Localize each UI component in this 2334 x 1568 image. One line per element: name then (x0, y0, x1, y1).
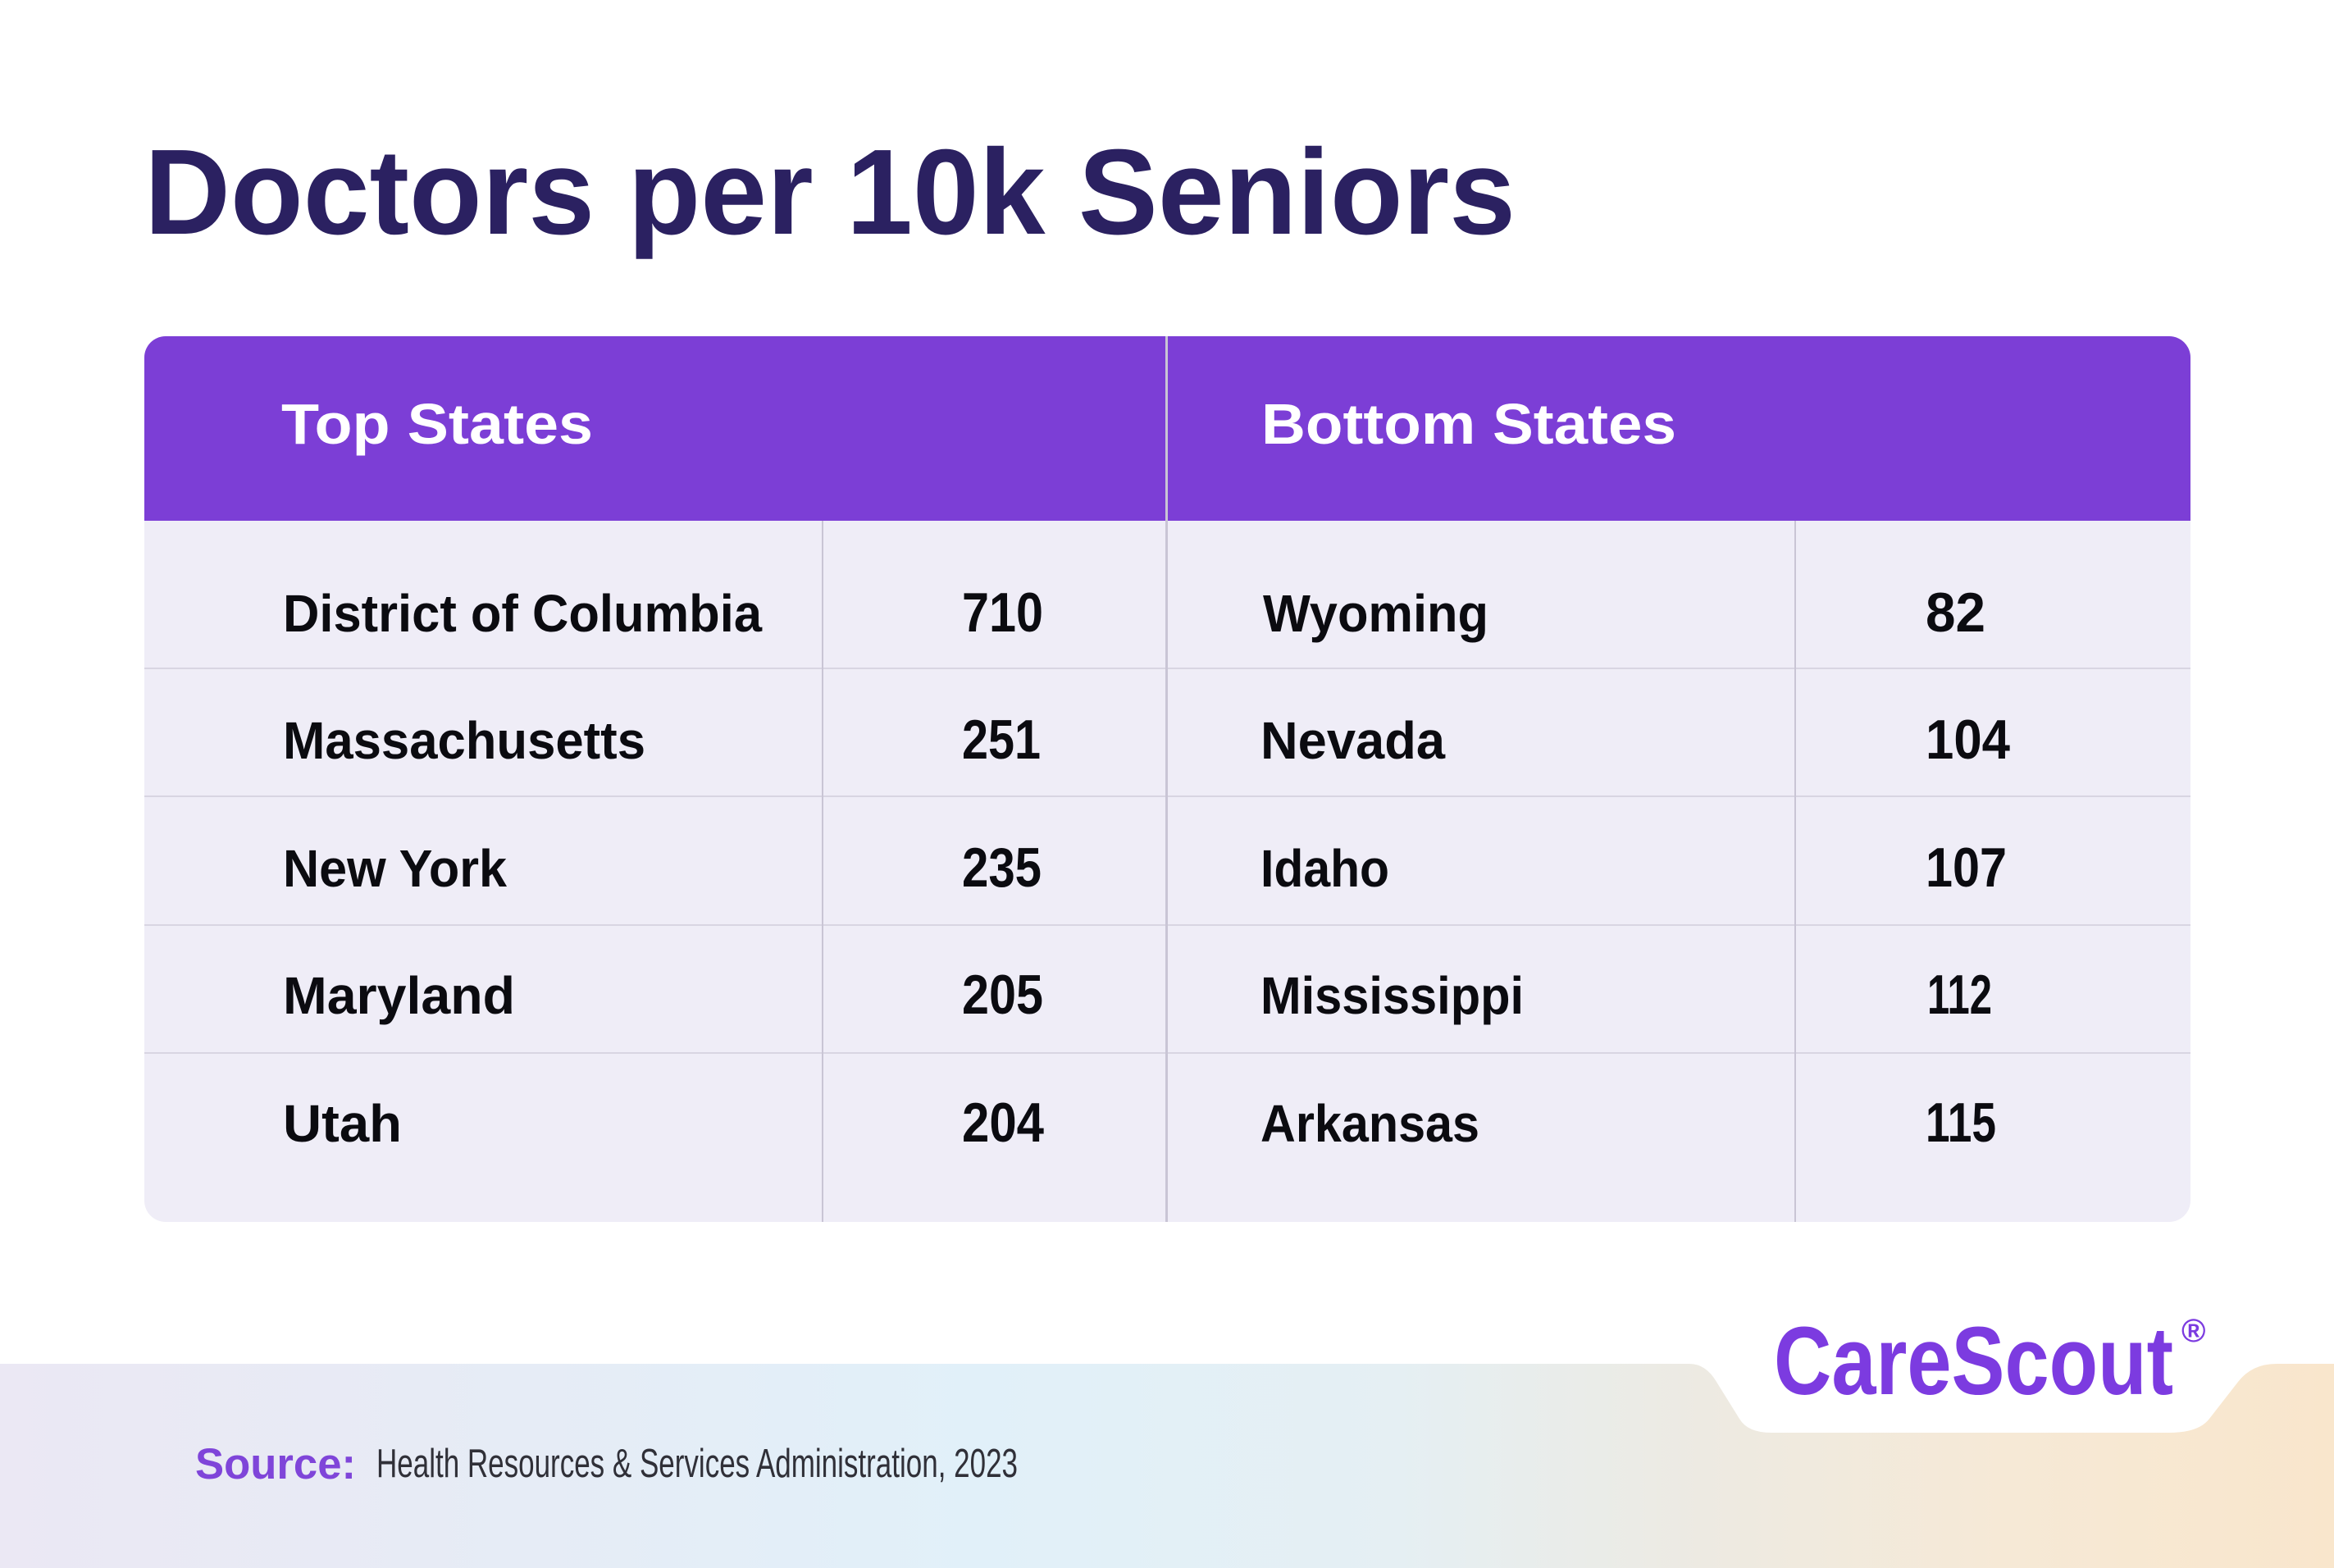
svg-text:Mississippi: Mississippi (1260, 966, 1524, 1025)
svg-text:107: 107 (1926, 836, 2007, 899)
svg-text:235: 235 (962, 836, 1042, 899)
svg-text:204: 204 (962, 1092, 1044, 1154)
svg-text:Massachusetts: Massachusetts (283, 711, 645, 770)
svg-text:Bottom States: Bottom States (1261, 392, 1676, 456)
svg-text:205: 205 (962, 964, 1043, 1026)
svg-text:710: 710 (962, 581, 1043, 644)
svg-text:Health Resources & Services Ad: Health Resources & Services Administrati… (376, 1442, 1018, 1486)
svg-text:Maryland: Maryland (283, 966, 515, 1025)
svg-text:New York: New York (283, 839, 507, 898)
svg-text:82: 82 (1926, 581, 1985, 644)
svg-text:CareScout: CareScout (1774, 1307, 2173, 1415)
svg-text:112: 112 (1927, 964, 1992, 1026)
svg-text:Nevada: Nevada (1260, 711, 1445, 770)
svg-text:District of Columbia: District of Columbia (283, 584, 762, 643)
svg-text:104: 104 (1926, 709, 2010, 771)
svg-text:Top States: Top States (281, 392, 593, 456)
svg-text:Utah: Utah (283, 1094, 402, 1153)
svg-text:115: 115 (1926, 1092, 1996, 1154)
svg-text:Doctors per 10k Seniors: Doctors per 10k Seniors (144, 125, 1516, 260)
svg-text:Idaho: Idaho (1260, 839, 1389, 898)
svg-text:Wyoming: Wyoming (1263, 584, 1488, 643)
svg-text:Arkansas: Arkansas (1260, 1094, 1479, 1153)
svg-text:®: ® (2181, 1313, 2205, 1349)
svg-text:Source:: Source: (195, 1440, 356, 1488)
svg-text:251: 251 (962, 709, 1041, 771)
